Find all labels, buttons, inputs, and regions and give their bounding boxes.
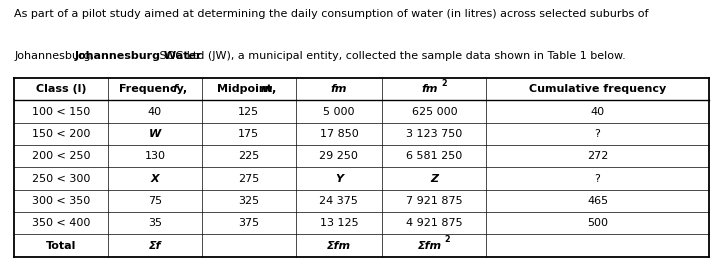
Text: 225: 225 — [238, 151, 260, 161]
Text: Midpoint,: Midpoint, — [217, 84, 281, 94]
Text: Z: Z — [430, 174, 438, 184]
Text: 275: 275 — [238, 174, 260, 184]
Text: 175: 175 — [238, 129, 260, 139]
Text: 24 375: 24 375 — [320, 196, 359, 206]
Text: 200 < 250: 200 < 250 — [32, 151, 90, 161]
Text: Johannesburg Water: Johannesburg Water — [75, 51, 202, 61]
Text: Frequency,: Frequency, — [119, 84, 191, 94]
Text: ?: ? — [594, 174, 601, 184]
Text: As part of a pilot study aimed at determining the daily consumption of water (in: As part of a pilot study aimed at determ… — [14, 8, 649, 19]
Text: 465: 465 — [587, 196, 608, 206]
Text: Class (l): Class (l) — [36, 84, 87, 94]
Text: 625 000: 625 000 — [411, 107, 457, 117]
Text: 3 123 750: 3 123 750 — [406, 129, 463, 139]
Text: 6 581 250: 6 581 250 — [406, 151, 463, 161]
Text: 100 < 150: 100 < 150 — [32, 107, 90, 117]
Text: 75: 75 — [148, 196, 162, 206]
Text: X: X — [150, 174, 159, 184]
Text: Y: Y — [335, 174, 343, 184]
Text: 40: 40 — [148, 107, 162, 117]
Text: W: W — [149, 129, 161, 139]
Text: ?: ? — [594, 129, 601, 139]
Text: 2: 2 — [445, 235, 450, 244]
Text: 13 125: 13 125 — [320, 218, 358, 228]
Text: 272: 272 — [587, 151, 608, 161]
Text: Total: Total — [46, 241, 77, 251]
Text: 300 < 350: 300 < 350 — [32, 196, 90, 206]
Text: Johannesburg,: Johannesburg, — [14, 51, 98, 61]
Text: SOC Ltd (JW), a municipal entity, collected the sample data shown in Table 1 bel: SOC Ltd (JW), a municipal entity, collec… — [156, 51, 626, 61]
Text: 40: 40 — [591, 107, 604, 117]
Text: fm: fm — [330, 84, 347, 94]
Text: f: f — [172, 84, 177, 94]
Text: 325: 325 — [238, 196, 260, 206]
Text: 35: 35 — [148, 218, 162, 228]
Text: 150 < 200: 150 < 200 — [32, 129, 90, 139]
Text: Σfm: Σfm — [327, 241, 351, 251]
Text: Σf: Σf — [149, 241, 161, 251]
Text: Cumulative frequency: Cumulative frequency — [529, 84, 666, 94]
Text: 500: 500 — [587, 218, 608, 228]
Text: 17 850: 17 850 — [320, 129, 359, 139]
Text: 29 250: 29 250 — [320, 151, 359, 161]
Text: 5 000: 5 000 — [323, 107, 355, 117]
Text: 2: 2 — [442, 79, 447, 88]
Text: 375: 375 — [238, 218, 260, 228]
Text: 125: 125 — [238, 107, 260, 117]
Text: 350 < 400: 350 < 400 — [32, 218, 90, 228]
Text: 4 921 875: 4 921 875 — [406, 218, 463, 228]
Text: 130: 130 — [145, 151, 166, 161]
Text: m: m — [260, 84, 272, 94]
Text: 250 < 300: 250 < 300 — [32, 174, 90, 184]
Text: fm: fm — [422, 84, 438, 94]
Text: 7 921 875: 7 921 875 — [406, 196, 463, 206]
Text: Σfm: Σfm — [417, 241, 442, 251]
